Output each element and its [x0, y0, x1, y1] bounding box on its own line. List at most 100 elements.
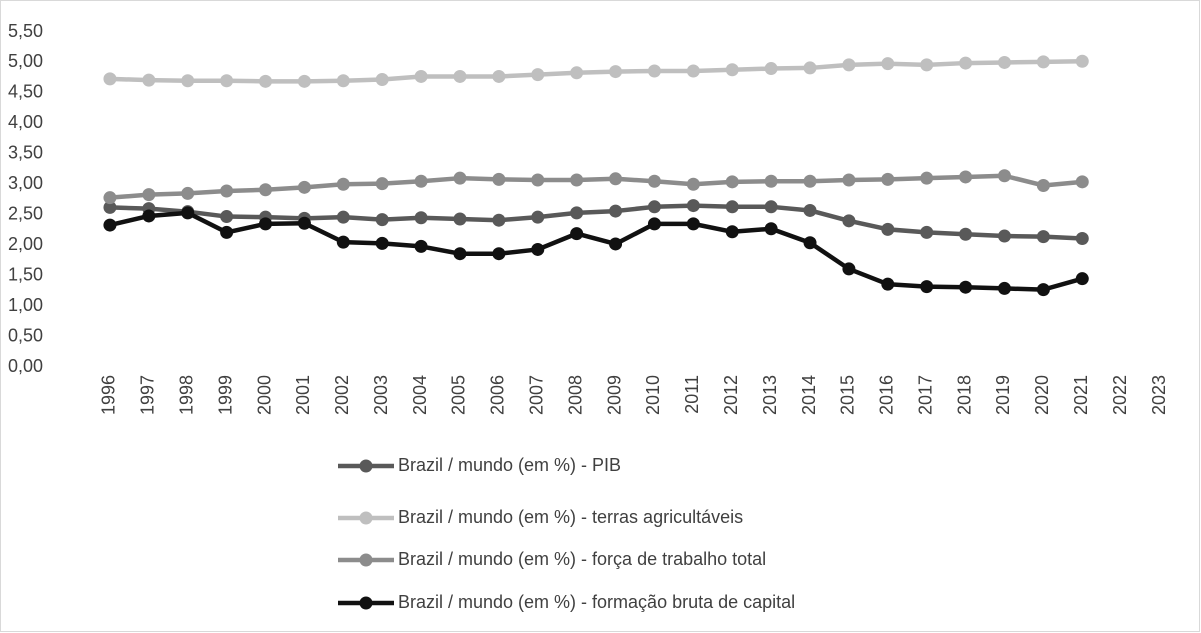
data-point [609, 204, 623, 218]
data-point [959, 56, 973, 70]
data-point [725, 175, 739, 189]
data-point [181, 186, 195, 200]
x-tick-label: 2018 [954, 375, 974, 415]
data-point [259, 183, 273, 197]
data-point [686, 64, 700, 78]
x-tick-label: 2007 [527, 375, 547, 415]
data-point [181, 206, 195, 220]
data-point [803, 174, 817, 188]
data-point [686, 177, 700, 191]
y-tick-label: 3,50 [8, 143, 43, 163]
x-tick-label: 2014 [799, 375, 819, 415]
x-tick-label: 2002 [332, 375, 352, 415]
x-tick-label: 2001 [293, 375, 313, 415]
x-tick-label: 1997 [138, 375, 158, 415]
x-tick-label: 2012 [721, 375, 741, 415]
y-tick-label: 4,00 [8, 112, 43, 132]
x-tick-label: 2005 [449, 375, 469, 415]
data-point [764, 174, 778, 188]
y-tick-label: 3,00 [8, 173, 43, 193]
data-point [1075, 272, 1089, 286]
legend-label: Brazil / mundo (em %) - PIB [398, 455, 621, 475]
data-point [881, 172, 895, 186]
data-point [959, 227, 973, 241]
data-point [920, 280, 934, 294]
legend-label: Brazil / mundo (em %) - força de trabalh… [398, 549, 766, 569]
data-point [142, 73, 156, 87]
data-point [647, 217, 661, 231]
data-point [920, 58, 934, 72]
data-point [842, 262, 856, 276]
data-point [220, 74, 234, 88]
legend-marker [359, 596, 373, 610]
data-point [103, 218, 117, 232]
data-point [1036, 55, 1050, 69]
data-point [103, 200, 117, 214]
data-point [920, 225, 934, 239]
x-tick-label: 2009 [604, 375, 624, 415]
data-point [959, 280, 973, 294]
data-point [1036, 230, 1050, 244]
data-point [803, 236, 817, 250]
data-point [259, 74, 273, 88]
data-point [1075, 54, 1089, 68]
data-point [142, 188, 156, 202]
data-point [647, 64, 661, 78]
data-point [453, 69, 467, 83]
x-tick-label: 2016 [877, 375, 897, 415]
y-tick-label: 5,00 [8, 51, 43, 71]
data-point [414, 239, 428, 253]
data-point [997, 229, 1011, 243]
data-point [414, 211, 428, 225]
y-tick-label: 1,50 [8, 264, 43, 284]
data-point [1075, 231, 1089, 245]
data-point [764, 62, 778, 76]
data-point [570, 227, 584, 241]
data-point [375, 236, 389, 250]
data-point [142, 209, 156, 223]
data-point [375, 177, 389, 191]
x-tick-label: 1999 [215, 375, 235, 415]
data-point [997, 55, 1011, 69]
data-point [570, 66, 584, 80]
data-point [414, 174, 428, 188]
data-point [375, 73, 389, 87]
data-point [764, 200, 778, 214]
x-tick-label: 1996 [99, 375, 119, 415]
data-point [725, 200, 739, 214]
data-point [609, 172, 623, 186]
data-point [375, 213, 389, 227]
y-tick-label: 1,00 [8, 295, 43, 315]
data-point [881, 277, 895, 291]
x-tick-label: 2019 [993, 375, 1013, 415]
legend-label: Brazil / mundo (em %) - formação bruta d… [398, 592, 795, 612]
data-point [336, 210, 350, 224]
x-tick-label: 2011 [682, 375, 702, 414]
data-point [725, 63, 739, 77]
data-point [492, 247, 506, 261]
data-point [220, 210, 234, 224]
data-point [297, 74, 311, 88]
data-point [725, 225, 739, 239]
x-tick-label: 2017 [915, 375, 935, 415]
data-point [414, 69, 428, 83]
data-point [453, 247, 467, 261]
data-point [647, 174, 661, 188]
x-tick-label: 2013 [760, 375, 780, 415]
y-tick-label: 0,50 [8, 325, 43, 345]
x-tick-label: 2015 [838, 375, 858, 415]
data-point [609, 65, 623, 79]
legend-marker [359, 511, 373, 525]
data-point [1036, 178, 1050, 192]
data-point [881, 57, 895, 71]
data-point [453, 171, 467, 185]
data-point [336, 74, 350, 88]
x-tick-label: 2006 [488, 375, 508, 415]
data-point [531, 242, 545, 256]
data-point [803, 61, 817, 75]
data-point [609, 237, 623, 251]
data-point [647, 200, 661, 214]
data-point [492, 172, 506, 186]
data-point [997, 281, 1011, 295]
